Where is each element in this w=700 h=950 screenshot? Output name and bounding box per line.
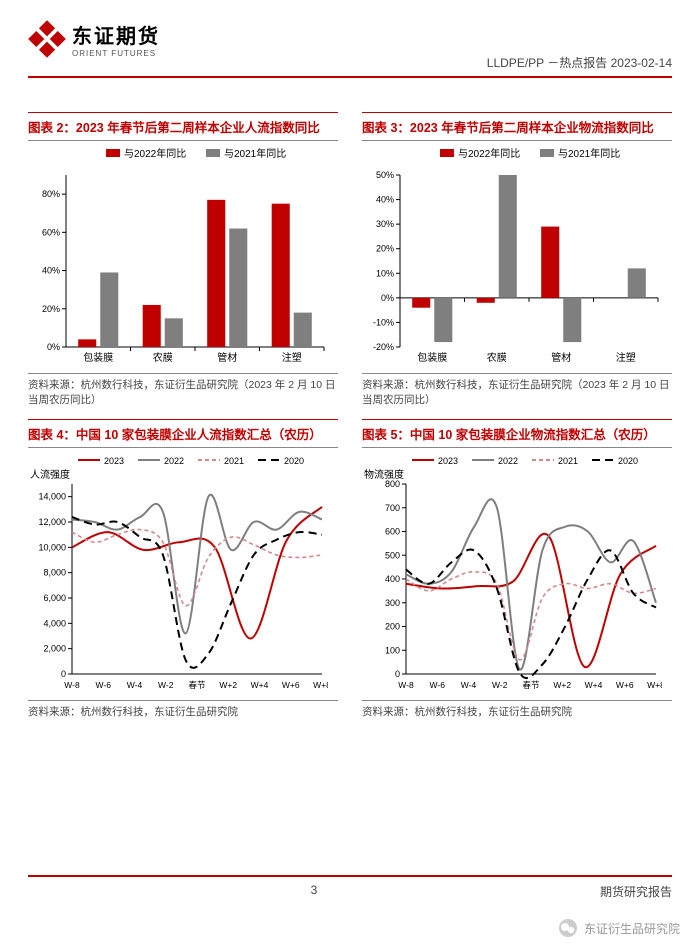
svg-text:W-2: W-2 [158, 680, 174, 690]
svg-text:10%: 10% [376, 268, 394, 278]
brand-logo: 东证期货 ORIENT FUTURES [28, 20, 160, 58]
svg-text:0%: 0% [381, 293, 394, 303]
chart-2: 图表 2：2023 年春节后第二周样本企业人流指数同比 与2022年同比 与202… [28, 112, 338, 407]
svg-text:40%: 40% [42, 266, 60, 276]
svg-text:包装膜: 包装膜 [83, 351, 113, 364]
svg-text:30%: 30% [376, 219, 394, 229]
wechat-icon [558, 918, 578, 938]
brand-cn: 东证期货 [72, 20, 160, 49]
svg-text:W-8: W-8 [398, 680, 414, 690]
svg-text:W+8: W+8 [647, 680, 662, 690]
svg-text:2,000: 2,000 [43, 644, 66, 654]
svg-text:12,000: 12,000 [38, 517, 66, 527]
chart-title: 图表 5：中国 10 家包装膜企业物流指数汇总（农历） [362, 419, 672, 448]
svg-text:W+6: W+6 [282, 680, 300, 690]
page-header: 东证期货 ORIENT FUTURES LLDPE/PP －热点报告 2023-… [28, 20, 672, 78]
logo-icon [28, 20, 66, 58]
svg-text:人流强度: 人流强度 [30, 468, 70, 481]
svg-text:W-8: W-8 [64, 680, 80, 690]
svg-text:8,000: 8,000 [43, 568, 66, 578]
watermark: 东证衍生品研究院 [558, 918, 680, 938]
chart-source: 资料来源：杭州数行科技，东证衍生品研究院 [28, 700, 338, 720]
svg-text:-20%: -20% [373, 342, 394, 352]
chart-5: 图表 5：中国 10 家包装膜企业物流指数汇总（农历） 2023 2022 2021… [362, 419, 672, 720]
svg-text:注塑: 注塑 [282, 351, 302, 364]
svg-text:春节: 春节 [188, 680, 206, 690]
svg-text:2021: 2021 [558, 456, 578, 466]
svg-text:50%: 50% [376, 170, 394, 180]
svg-text:春节: 春节 [522, 680, 540, 690]
svg-text:农膜: 农膜 [487, 351, 507, 364]
header-meta: LLDPE/PP －热点报告 2023-02-14 [487, 20, 672, 71]
svg-text:100: 100 [385, 646, 400, 656]
svg-text:注塑: 注塑 [616, 351, 636, 364]
svg-text:20%: 20% [42, 304, 60, 314]
chart-source: 资料来源：杭州数行科技，东证衍生品研究院（2023 年 2 月 10 日当周农历… [28, 373, 338, 407]
svg-text:60%: 60% [42, 227, 60, 237]
chart-4: 图表 4：中国 10 家包装膜企业人流指数汇总（农历） 2023 2022 2021… [28, 419, 338, 720]
svg-text:包装膜: 包装膜 [417, 351, 447, 364]
svg-text:W-4: W-4 [127, 680, 143, 690]
svg-text:20%: 20% [376, 244, 394, 254]
svg-text:4,000: 4,000 [43, 619, 66, 629]
svg-text:0%: 0% [47, 342, 60, 352]
svg-text:300: 300 [385, 598, 400, 608]
chart-3: 图表 3：2023 年春节后第二周样本企业物流指数同比 与2022年同比 与202… [362, 112, 672, 407]
svg-text:40%: 40% [376, 195, 394, 205]
svg-text:2020: 2020 [618, 456, 638, 466]
page-number: 3 [311, 883, 318, 900]
svg-text:400: 400 [385, 574, 400, 584]
svg-text:2023: 2023 [438, 456, 458, 466]
svg-text:800: 800 [385, 479, 400, 489]
svg-text:W-4: W-4 [461, 680, 477, 690]
svg-text:200: 200 [385, 622, 400, 632]
svg-text:0: 0 [61, 669, 66, 679]
svg-text:2020: 2020 [284, 456, 304, 466]
svg-text:W-2: W-2 [492, 680, 508, 690]
chart-title: 图表 3：2023 年春节后第二周样本企业物流指数同比 [362, 112, 672, 141]
svg-text:与2022年同比: 与2022年同比 [458, 147, 520, 160]
svg-text:-10%: -10% [373, 317, 394, 327]
svg-text:14,000: 14,000 [38, 492, 66, 502]
svg-text:2022: 2022 [164, 456, 184, 466]
svg-text:W-6: W-6 [430, 680, 446, 690]
page-footer: 3 期货研究报告 [28, 875, 672, 900]
footer-right: 期货研究报告 [600, 883, 672, 900]
chart-source: 资料来源：杭州数行科技，东证衍生品研究院 [362, 700, 672, 720]
svg-text:700: 700 [385, 503, 400, 513]
chart-title: 图表 4：中国 10 家包装膜企业人流指数汇总（农历） [28, 419, 338, 448]
svg-text:6,000: 6,000 [43, 593, 66, 603]
svg-text:2022: 2022 [498, 456, 518, 466]
svg-text:管材: 管材 [551, 351, 571, 364]
svg-text:2021: 2021 [224, 456, 244, 466]
svg-text:W+6: W+6 [616, 680, 634, 690]
svg-text:与2021年同比: 与2021年同比 [558, 147, 620, 160]
svg-text:农膜: 农膜 [153, 351, 173, 364]
chart-source: 资料来源：杭州数行科技，东证衍生品研究院（2023 年 2 月 10 日当周农历… [362, 373, 672, 407]
svg-text:500: 500 [385, 551, 400, 561]
svg-text:0: 0 [395, 669, 400, 679]
svg-text:W+2: W+2 [219, 680, 237, 690]
svg-text:W+4: W+4 [585, 680, 603, 690]
svg-text:80%: 80% [42, 189, 60, 199]
svg-text:W-6: W-6 [96, 680, 112, 690]
svg-text:与2021年同比: 与2021年同比 [224, 147, 286, 160]
svg-text:管材: 管材 [217, 351, 237, 364]
svg-text:与2022年同比: 与2022年同比 [124, 147, 186, 160]
svg-text:10,000: 10,000 [38, 543, 66, 553]
svg-text:600: 600 [385, 527, 400, 537]
svg-text:W+4: W+4 [251, 680, 269, 690]
brand-en: ORIENT FUTURES [72, 49, 160, 58]
svg-text:W+2: W+2 [553, 680, 571, 690]
svg-text:W+8: W+8 [313, 680, 328, 690]
svg-text:2023: 2023 [104, 456, 124, 466]
chart-title: 图表 2：2023 年春节后第二周样本企业人流指数同比 [28, 112, 338, 141]
